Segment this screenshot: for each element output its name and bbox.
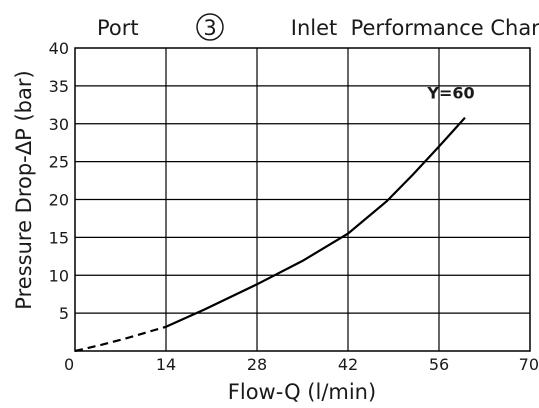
- y-tick-label: 15: [49, 228, 69, 247]
- y-tick-label: 20: [49, 191, 69, 210]
- x-tick-label: 42: [338, 355, 358, 374]
- series-label: Y=60: [426, 84, 474, 103]
- series-line-solid: [165, 116, 466, 328]
- svg-text:Port: Port: [97, 16, 139, 40]
- svg-text:Inlet Performance Chart: Inlet Performance Chart: [224, 16, 539, 40]
- x-tick-label: 70: [519, 355, 539, 374]
- plot-frame: [74, 47, 531, 352]
- y-tick-label: 5: [59, 304, 69, 323]
- title-prefix: Port: [97, 16, 139, 40]
- y-tick-label: 40: [49, 39, 69, 58]
- port-number-circle: [196, 13, 224, 41]
- x-axis-label: Flow-Q (l/min): [228, 380, 376, 403]
- x-tick-label: 14: [156, 355, 176, 374]
- port-number: 3: [203, 16, 216, 40]
- series-layer: Y=60: [74, 84, 475, 353]
- chart-title: Port 3 Inlet Performance Chart: [97, 13, 539, 41]
- y-tick-label: 25: [49, 153, 69, 172]
- grid-lines: [75, 48, 530, 351]
- y-tick-labels: 5 10 15 20 25 30 35 40: [49, 39, 69, 323]
- title-suffix: Inlet Performance Chart: [284, 16, 539, 40]
- y-axis-label: Pressure Drop-ΔP (bar): [12, 70, 36, 309]
- x-tick-label: 56: [429, 355, 449, 374]
- x-tick-labels: 0 14 28 42 56 70: [64, 355, 539, 374]
- x-tick-label: 28: [247, 355, 267, 374]
- y-tick-label: 35: [49, 77, 69, 96]
- series-line-dashed: [74, 325, 167, 353]
- x-tick-label: 0: [64, 355, 74, 374]
- y-tick-label: 10: [49, 266, 69, 285]
- y-tick-label: 30: [49, 115, 69, 134]
